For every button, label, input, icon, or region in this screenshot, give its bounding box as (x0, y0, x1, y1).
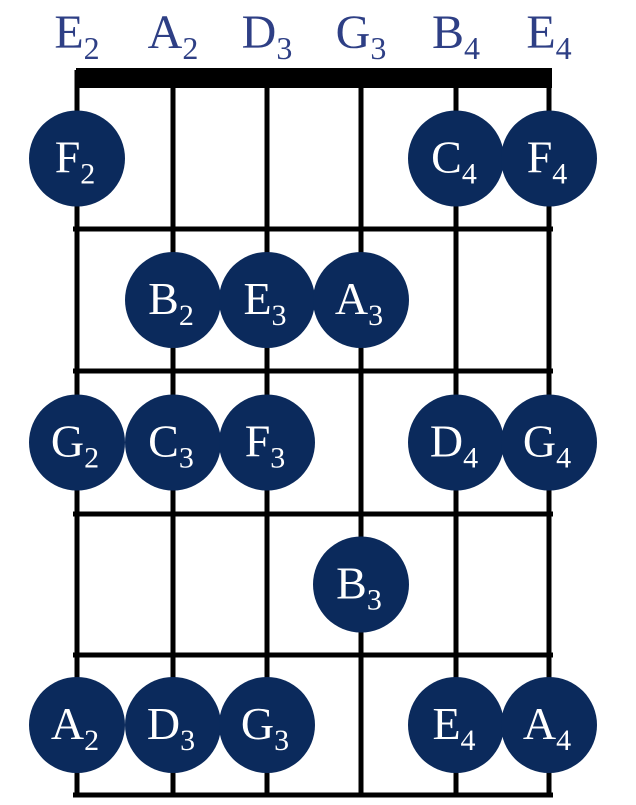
note-marker: A2 (29, 677, 125, 773)
note-marker: F3 (219, 394, 315, 491)
note-marker: A4 (501, 677, 597, 773)
string-label-5: E4 (526, 6, 571, 66)
note-marker: B2 (125, 252, 221, 348)
note-dot (219, 252, 315, 348)
note-label: D4 (430, 416, 478, 475)
note-marker: C4 (408, 110, 504, 207)
note-label: A4 (523, 698, 571, 757)
note-marker: B3 (313, 536, 409, 633)
note-label: C3 (148, 416, 194, 475)
note-marker: F4 (501, 110, 597, 207)
note-label: G2 (51, 416, 99, 475)
note-dot (313, 536, 409, 633)
note-marker: A3 (313, 252, 409, 348)
note-label: A3 (335, 273, 383, 332)
note-dot (29, 677, 125, 773)
note-markers: F2 C4 F4 B2 E3 A3 G2 C3 F3 D4 G4 B3 A2 D3 G3 E4 A4 (29, 110, 597, 773)
note-dot (408, 394, 504, 491)
note-label: F3 (245, 416, 286, 475)
string-label-3: G3 (336, 6, 387, 66)
note-label: B3 (336, 558, 382, 617)
note-dot (219, 394, 315, 491)
note-dot (29, 394, 125, 491)
note-dot (29, 110, 125, 207)
string-label-1: A2 (148, 6, 199, 66)
note-marker: F2 (29, 110, 125, 207)
note-label: G4 (523, 416, 571, 475)
note-dot (125, 252, 221, 348)
note-dot (219, 677, 315, 773)
fret-lines (73, 226, 553, 798)
note-marker: G4 (501, 394, 597, 491)
note-label: C4 (431, 132, 477, 191)
note-marker: G2 (29, 394, 125, 491)
note-dot (313, 252, 409, 348)
string-label-0: E2 (54, 6, 99, 66)
note-dot (501, 110, 597, 207)
note-label: E3 (243, 273, 286, 332)
note-dot (125, 677, 221, 773)
string-labels: E2 A2 D3 G3 B4 E4 (54, 6, 571, 66)
string-label-2: D3 (242, 6, 293, 66)
note-marker: E3 (219, 252, 315, 348)
note-marker: E4 (408, 677, 504, 773)
note-dot (501, 394, 597, 491)
note-label: G3 (241, 698, 289, 757)
note-label: B2 (148, 273, 194, 332)
note-label: D3 (147, 698, 195, 757)
note-marker: D3 (125, 677, 221, 773)
note-marker: D4 (408, 394, 504, 491)
string-label-4: B4 (432, 6, 480, 66)
note-marker: G3 (219, 677, 315, 773)
note-dot (408, 677, 504, 773)
note-label: F4 (527, 132, 568, 191)
note-label: F2 (55, 132, 96, 191)
note-marker: C3 (125, 394, 221, 491)
note-label: E4 (432, 698, 475, 757)
note-dot (501, 677, 597, 773)
nut (76, 68, 552, 88)
note-label: A2 (51, 698, 99, 757)
note-dot (408, 110, 504, 207)
note-dot (125, 394, 221, 491)
